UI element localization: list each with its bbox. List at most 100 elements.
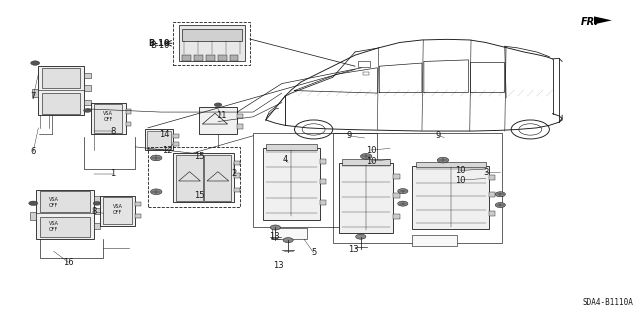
Bar (266, 144, 317, 150)
Text: 8: 8 (110, 127, 116, 136)
Circle shape (214, 103, 222, 107)
Bar (182, 29, 242, 41)
Text: B-10: B-10 (148, 39, 170, 48)
Text: 15: 15 (194, 152, 204, 161)
Bar (320, 159, 326, 164)
Bar (36, 189, 94, 239)
Bar (415, 162, 486, 167)
Bar (94, 196, 100, 202)
Bar (135, 214, 141, 219)
Bar (100, 196, 135, 226)
Text: 9: 9 (346, 131, 351, 140)
Bar (272, 228, 307, 239)
Bar (342, 159, 390, 165)
Bar (234, 173, 240, 178)
Bar (489, 175, 495, 180)
Bar (103, 197, 132, 224)
Bar (253, 133, 378, 227)
Bar (237, 114, 243, 118)
Circle shape (283, 238, 293, 243)
Circle shape (150, 189, 162, 195)
Bar (339, 163, 394, 233)
Text: SDA4-B1110A: SDA4-B1110A (582, 298, 634, 307)
Bar (42, 68, 81, 88)
Bar (394, 174, 399, 179)
Text: VSA
OFF: VSA OFF (103, 111, 113, 122)
Circle shape (495, 203, 506, 208)
Text: 10: 10 (455, 175, 465, 185)
Bar (84, 73, 91, 78)
Text: 4: 4 (282, 155, 287, 164)
Bar (179, 25, 245, 62)
Bar (173, 22, 250, 65)
Text: B-10: B-10 (150, 41, 169, 49)
Circle shape (84, 108, 92, 112)
Text: VSA
OFF: VSA OFF (113, 204, 123, 215)
Bar (320, 200, 326, 205)
Polygon shape (594, 16, 612, 24)
Bar (94, 208, 100, 214)
Text: 1: 1 (110, 169, 116, 178)
Bar (125, 109, 131, 114)
Circle shape (437, 157, 449, 163)
Bar (363, 71, 369, 75)
Bar (489, 192, 495, 197)
Bar (94, 104, 122, 133)
Text: VSA
OFF: VSA OFF (49, 221, 59, 232)
Bar (176, 155, 203, 201)
Circle shape (495, 192, 506, 197)
Bar (182, 55, 191, 62)
Bar (206, 55, 214, 62)
Bar (204, 155, 232, 201)
Bar (148, 147, 241, 207)
Circle shape (93, 202, 100, 205)
Bar (333, 133, 502, 243)
Text: 14: 14 (159, 130, 169, 139)
Bar (42, 93, 81, 114)
Bar (147, 131, 171, 149)
Text: 13: 13 (269, 233, 280, 241)
Bar (237, 124, 243, 129)
Bar (412, 235, 457, 247)
Circle shape (360, 153, 372, 159)
Bar (320, 179, 326, 184)
Circle shape (31, 61, 40, 65)
Bar (40, 191, 90, 212)
Text: FR.: FR. (581, 17, 599, 27)
Circle shape (397, 189, 408, 194)
Bar (234, 161, 240, 166)
Bar (145, 130, 173, 150)
Bar (199, 107, 237, 134)
Bar (125, 122, 131, 126)
Text: 11: 11 (216, 111, 227, 120)
Bar (394, 193, 399, 198)
Text: 3: 3 (483, 168, 488, 177)
Text: 5: 5 (311, 248, 316, 257)
Bar (173, 153, 234, 202)
Circle shape (397, 201, 408, 206)
Bar (394, 214, 399, 219)
Bar (91, 103, 125, 134)
Circle shape (270, 225, 280, 230)
Text: 10: 10 (455, 166, 465, 175)
Bar (218, 55, 227, 62)
Bar (489, 211, 495, 216)
Text: 2: 2 (231, 169, 237, 178)
Text: 6: 6 (31, 147, 36, 156)
Circle shape (356, 234, 366, 239)
Circle shape (29, 201, 38, 205)
Bar (135, 202, 141, 206)
Bar (38, 66, 84, 115)
Bar (230, 55, 239, 62)
Bar (234, 188, 240, 192)
Text: 15: 15 (194, 191, 204, 200)
Bar (262, 148, 320, 219)
Text: 13: 13 (273, 261, 284, 270)
Bar (195, 55, 202, 62)
Text: 9: 9 (435, 131, 440, 140)
Text: 10: 10 (365, 145, 376, 154)
Text: 8: 8 (91, 207, 97, 216)
Text: 10: 10 (365, 157, 376, 166)
Bar (94, 223, 100, 229)
Text: 12: 12 (162, 145, 172, 154)
